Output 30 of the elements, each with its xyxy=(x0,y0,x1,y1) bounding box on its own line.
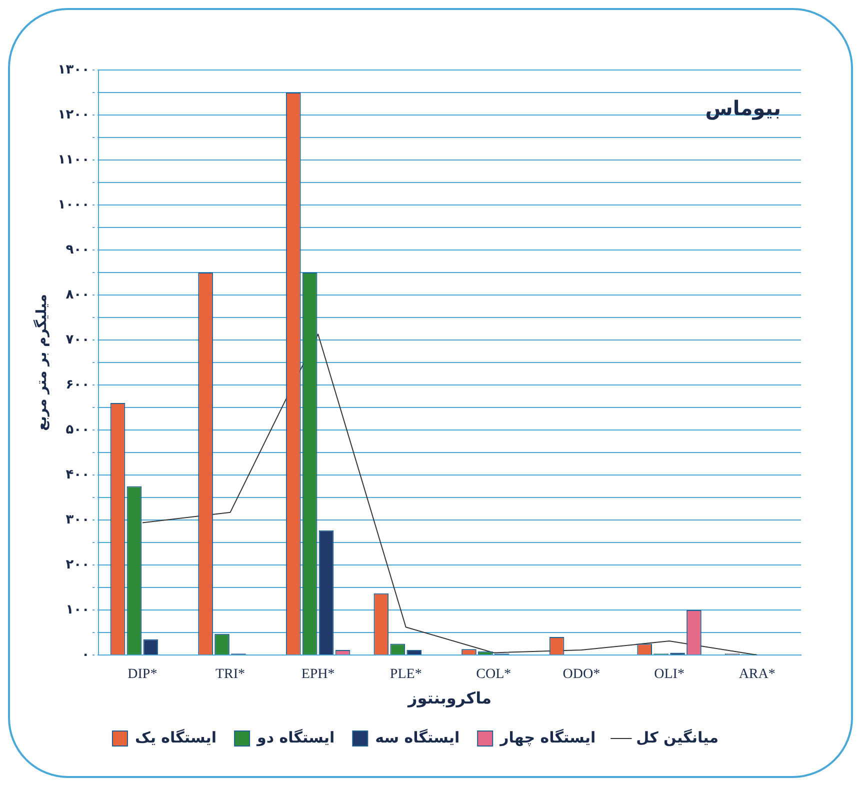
y-tick-label: ۱۲۰۰ xyxy=(58,107,90,122)
y-tick-label: ۳۰۰ xyxy=(66,512,90,528)
y-tick-label: ۰ xyxy=(82,647,90,662)
x-tick-label: OLI* xyxy=(654,667,684,682)
y-tick-label: ۷۰۰ xyxy=(66,332,90,348)
y-tick-label: ۶۰۰ xyxy=(66,377,90,392)
y-tick-label: ۴۰۰ xyxy=(66,467,90,482)
legend-label: ایستگاه چهار xyxy=(499,728,596,746)
y-tick-label: ۹۰۰ xyxy=(66,242,90,258)
x-tick-label: EPH* xyxy=(301,667,335,682)
y-tick-label: ۵۰۰ xyxy=(66,422,90,438)
x-tick-label: COL* xyxy=(476,667,512,682)
text: بیوماس xyxy=(705,96,781,120)
x-tick-label: PLE* xyxy=(390,667,422,682)
x-tick-label: DIP* xyxy=(128,667,158,682)
legend-label: میانگین کل xyxy=(636,728,719,746)
x-tick-label: ARA* xyxy=(738,667,776,682)
x-tick-label: ODO* xyxy=(562,667,600,682)
y-tick-label: ۱۰۰ xyxy=(66,602,90,618)
legend-label: ایستگاه یک xyxy=(134,728,217,746)
y-tick-label: ۸۰۰ xyxy=(66,287,90,302)
y-tick-label: ۱۰۰۰ xyxy=(58,197,90,212)
y-tick-label: ۱۱۰۰ xyxy=(58,152,90,168)
legend-label: ایستگاه دو xyxy=(256,728,335,746)
y-tick-label: ۱۳۰۰ xyxy=(58,62,90,78)
y-tick-label: ۲۰۰ xyxy=(66,557,90,572)
x-axis-title: ماکروبنتوز xyxy=(407,688,492,708)
x-tick-label: TRI* xyxy=(215,667,246,682)
y-axis-title: میلیگرم بر متر مربع xyxy=(33,294,50,431)
legend-label: ایستگاه سه xyxy=(375,728,460,746)
